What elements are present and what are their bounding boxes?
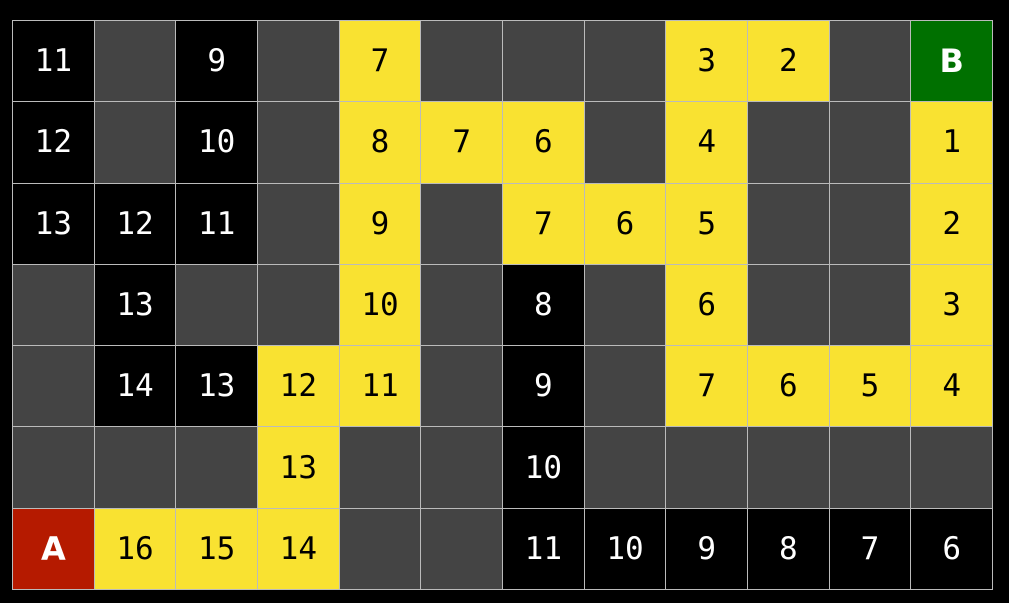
path-cell: 16 [94, 508, 177, 590]
wall-cell [584, 102, 667, 184]
wall-cell [584, 264, 667, 347]
path-cell: 11 [339, 346, 422, 428]
visited-cell: 14 [94, 346, 177, 428]
path-cell: 12 [257, 346, 340, 428]
visited-cell: 13 [94, 264, 177, 347]
wall-cell [584, 346, 667, 428]
visited-cell: 8 [747, 508, 830, 590]
visited-cell: 7 [829, 508, 912, 590]
path-cell: 2 [747, 21, 830, 103]
wall-cell [257, 264, 340, 347]
path-cell: 13 [257, 427, 340, 509]
wall-cell [747, 102, 830, 184]
visited-cell: 11 [13, 21, 95, 103]
visited-cell: 13 [176, 346, 258, 428]
path-cell: 7 [666, 346, 748, 428]
wall-cell [421, 508, 503, 590]
path-cell: 3 [911, 264, 993, 347]
visited-cell: 9 [666, 508, 748, 590]
wall-cell [257, 21, 340, 103]
path-cell: 4 [911, 346, 993, 428]
path-cell: 6 [747, 346, 830, 428]
path-cell: 3 [666, 21, 748, 103]
wall-cell [339, 427, 422, 509]
wall-cell [829, 102, 912, 184]
wall-cell [94, 427, 177, 509]
goal-cell: B [911, 21, 993, 103]
path-cell: 6 [502, 102, 585, 184]
visited-cell: 9 [502, 346, 585, 428]
visited-cell: 10 [502, 427, 585, 509]
path-cell: 4 [666, 102, 748, 184]
wall-cell [257, 183, 340, 265]
visited-cell: 11 [502, 508, 585, 590]
wall-cell [747, 183, 830, 265]
start-cell: A [13, 508, 95, 590]
wall-cell [257, 102, 340, 184]
visited-cell: 10 [176, 102, 258, 184]
wall-cell [829, 183, 912, 265]
path-cell: 9 [339, 183, 422, 265]
wall-cell [339, 508, 422, 590]
wall-cell [747, 427, 830, 509]
wall-cell [13, 264, 95, 347]
path-cell: 6 [584, 183, 667, 265]
wall-cell [584, 427, 667, 509]
visited-cell: 9 [176, 21, 258, 103]
visited-cell: 12 [94, 183, 177, 265]
wall-cell [502, 21, 585, 103]
wall-cell [747, 264, 830, 347]
path-cell: 14 [257, 508, 340, 590]
visited-cell: 13 [13, 183, 95, 265]
wall-cell [829, 264, 912, 347]
visited-cell: 10 [584, 508, 667, 590]
wall-cell [13, 346, 95, 428]
path-cell: 15 [176, 508, 258, 590]
wall-cell [421, 346, 503, 428]
wall-cell [584, 21, 667, 103]
visited-cell: 8 [502, 264, 585, 347]
wall-cell [421, 264, 503, 347]
wall-cell [421, 427, 503, 509]
wall-cell [176, 427, 258, 509]
wall-cell [829, 21, 912, 103]
wall-cell [176, 264, 258, 347]
path-cell: 8 [339, 102, 422, 184]
path-cell: 7 [421, 102, 503, 184]
path-cell: 2 [911, 183, 993, 265]
wall-cell [94, 21, 177, 103]
wall-cell [421, 21, 503, 103]
path-cell: 5 [829, 346, 912, 428]
path-cell: 5 [666, 183, 748, 265]
path-cell: 7 [339, 21, 422, 103]
wall-cell [94, 102, 177, 184]
maze-grid: 11 9 7 3 2 B 12 10 8 7 6 4 1 13 12 11 9 7 6 5 2 13 10 8 6 3 14 13 12… [12, 20, 993, 590]
path-cell: 1 [911, 102, 993, 184]
path-cell: 7 [502, 183, 585, 265]
visited-cell: 12 [13, 102, 95, 184]
wall-cell [13, 427, 95, 509]
path-cell: 6 [666, 264, 748, 347]
path-cell: 10 [339, 264, 422, 347]
wall-cell [421, 183, 503, 265]
wall-cell [666, 427, 748, 509]
visited-cell: 11 [176, 183, 258, 265]
wall-cell [829, 427, 912, 509]
visited-cell: 6 [911, 508, 993, 590]
wall-cell [911, 427, 993, 509]
